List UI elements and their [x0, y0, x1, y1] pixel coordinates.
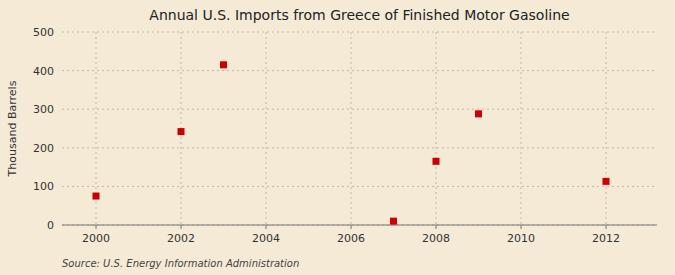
y-grid-line [62, 225, 657, 226]
x-tick [96, 225, 97, 229]
x-grid-line [606, 32, 607, 225]
y-tick-label: 0 [47, 219, 54, 232]
point [390, 218, 397, 225]
point [220, 61, 227, 68]
y-grid-line [62, 109, 657, 110]
y-tick-label: 100 [33, 180, 54, 193]
chart-container: Annual U.S. Imports from Greece of Finis… [0, 0, 675, 275]
y-axis-label: Thousand Barrels [6, 80, 19, 177]
x-tick [606, 225, 607, 229]
x-tick-label: 2006 [337, 232, 365, 245]
x-grid-line [266, 32, 267, 225]
y-grid-line [62, 70, 657, 71]
x-tick [181, 225, 182, 229]
y-tick-label: 500 [33, 26, 54, 39]
x-grid-line [351, 32, 352, 225]
x-axis-line [62, 225, 657, 226]
point [475, 110, 482, 117]
x-tick-label: 2008 [422, 232, 450, 245]
y-tick-label: 400 [33, 65, 54, 78]
point [93, 193, 100, 200]
y-grid-line [62, 32, 657, 33]
y-grid-line [62, 147, 657, 148]
x-tick-label: 2004 [252, 232, 280, 245]
x-tick-label: 2002 [167, 232, 195, 245]
x-grid-line [521, 32, 522, 225]
point [603, 178, 610, 185]
y-tick-label: 200 [33, 142, 54, 155]
y-tick-label: 300 [33, 103, 54, 116]
x-grid-line [436, 32, 437, 225]
grid [62, 32, 657, 225]
point [178, 128, 185, 135]
x-tick [521, 225, 522, 229]
x-tick [436, 225, 437, 229]
x-tick-label: 2010 [507, 232, 535, 245]
point [433, 158, 440, 165]
x-tick [266, 225, 267, 229]
x-tick [351, 225, 352, 229]
x-tick-label: 2000 [82, 232, 110, 245]
points [93, 61, 610, 224]
chart-svg: Annual U.S. Imports from Greece of Finis… [0, 0, 675, 275]
title: Annual U.S. Imports from Greece of Finis… [149, 7, 569, 23]
source-note: Source: U.S. Energy Information Administ… [62, 258, 299, 269]
y-grid-line [62, 186, 657, 187]
background [0, 0, 675, 275]
x-tick-label: 2012 [592, 232, 620, 245]
